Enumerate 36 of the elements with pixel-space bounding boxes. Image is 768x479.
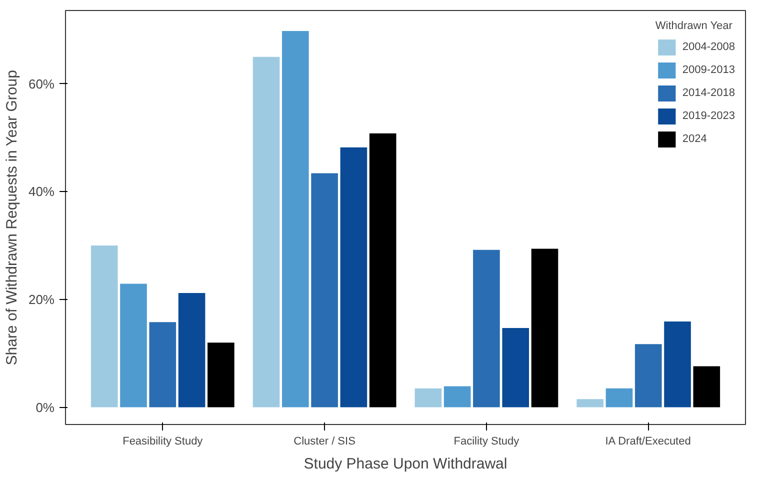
bar [531,248,558,408]
bar [606,388,633,408]
legend-title: Withdrawn Year [655,20,734,32]
bar [120,284,147,408]
bar [252,56,280,408]
x-tick-label: Facility Study [454,436,520,448]
bar [473,250,500,408]
y-tick-label: 0% [36,400,55,415]
x-tick-label: IA Draft/Executed [605,436,691,448]
legend-label: 2014-2018 [682,87,735,99]
bar [178,292,206,408]
bar [664,322,691,408]
y-axis-title: Share of Withdrawn Requests in Year Group [3,70,20,366]
bar [340,147,368,408]
bar [576,399,604,408]
bar [208,342,234,408]
x-tick-label: Feasibility Study [122,436,204,448]
y-tick-label: 40% [28,184,55,200]
legend-label: 2019-2023 [682,110,735,122]
legend-label: 2024 [682,133,707,145]
x-tick-label: Cluster / SIS [294,436,356,448]
bar [311,173,338,408]
bar [90,246,118,408]
bar [414,388,442,408]
y-tick-label: 60% [28,76,55,92]
bar [693,366,720,408]
bar [369,133,396,408]
legend-label: 2004-2008 [682,41,735,53]
bar [502,328,529,408]
bar [149,322,176,408]
bar [444,386,471,408]
bar [282,30,309,408]
legend-label: 2009-2013 [682,64,735,76]
x-axis-title: Study Phase Upon Withdrawal [304,456,508,472]
y-tick-label: 20% [28,292,55,307]
bar [634,344,662,408]
